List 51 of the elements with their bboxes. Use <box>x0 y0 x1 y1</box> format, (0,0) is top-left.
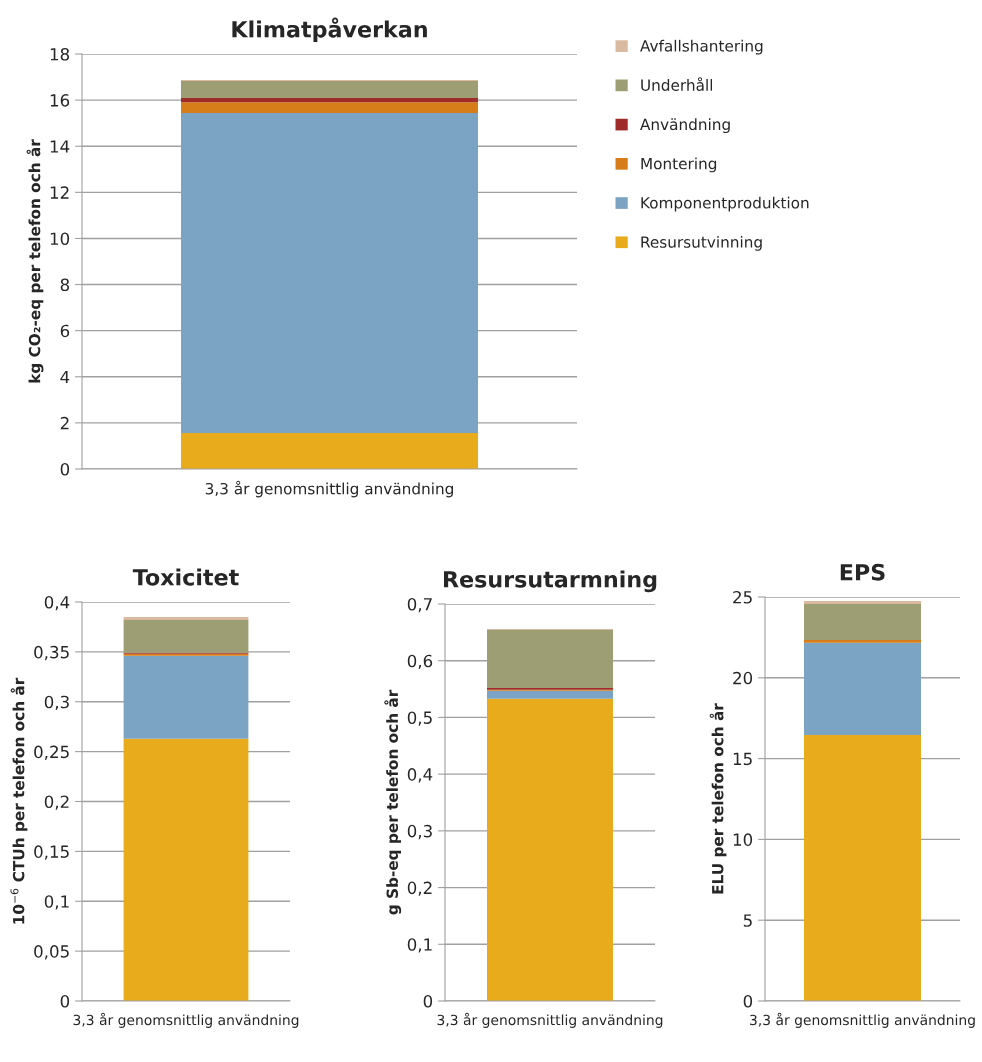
chart-title: Resursutarmning <box>443 570 657 593</box>
legend-label: Underhåll <box>641 77 713 91</box>
y-tick-label: 0,5 <box>407 711 432 726</box>
y-tick-label: 10 <box>733 833 753 846</box>
y-tick-label: 0,2 <box>44 795 69 810</box>
legend-label: Avfallshantering <box>640 39 763 55</box>
y-tick-label: 0,05 <box>34 945 69 960</box>
x-tick-label: 3,3 år genomsnittlig användning <box>205 480 453 498</box>
y-tick-label: 6 <box>60 324 70 338</box>
y-tick-label: 20 <box>733 671 753 685</box>
chart-title: Toxicitet <box>132 568 239 586</box>
y-tick-label: 4 <box>60 370 70 384</box>
legend-label: Montering <box>641 157 717 173</box>
y-tick-label: 0 <box>60 462 70 476</box>
y-tick-label: 0,3 <box>44 695 69 711</box>
y-tick-label: 0,7 <box>407 597 432 613</box>
y-tick-label: 0,1 <box>44 895 69 910</box>
y-tick-label: 0,6 <box>407 654 433 669</box>
x-tick-label: 3,3 år genomsnittlig användning <box>750 1012 975 1028</box>
y-tick-label: 0,3 <box>407 824 432 840</box>
y-tick-label: 14 <box>50 140 70 153</box>
y-tick-label: 0,35 <box>34 645 69 661</box>
y-axis-title: 10$^{−6}$ CTUh per telefon och år <box>10 677 28 924</box>
legend-label: Användning <box>640 118 730 134</box>
chart-title: EPS <box>840 563 885 581</box>
legend-label: Resursutvinning <box>641 235 762 251</box>
y-tick-label: 15 <box>733 752 752 766</box>
y-tick-label: 0,4 <box>44 595 70 611</box>
y-tick-label: 0,1 <box>407 938 432 953</box>
y-tick-label: 0,25 <box>34 745 69 760</box>
y-axis-title: kg CO₂-eq per telefon och år <box>26 139 44 383</box>
x-tick-label: 3,3 år genomsnittlig användning <box>73 1012 299 1028</box>
y-tick-label: 16 <box>50 94 70 107</box>
y-tick-label: 0 <box>60 994 70 1008</box>
y-axis-title: g Sb-eq per telefon och år <box>384 689 402 915</box>
y-tick-label: 18 <box>50 47 70 61</box>
y-tick-label: 2 <box>60 416 69 430</box>
y-tick-label: 8 <box>60 278 70 292</box>
y-tick-label: 0,15 <box>34 845 69 860</box>
y-tick-label: 10 <box>50 232 70 246</box>
y-tick-label: 0 <box>423 994 433 1008</box>
legend-label: Komponentproduktion <box>641 196 809 212</box>
x-tick-label: 3,3 år genomsnittlig användning <box>437 1012 663 1028</box>
y-tick-label: 0 <box>743 994 753 1008</box>
y-tick-label: 25 <box>733 590 752 604</box>
y-tick-label: 5 <box>743 914 752 927</box>
chart-title: Klimatpåverkan <box>232 17 427 42</box>
y-tick-label: 0,2 <box>407 881 432 896</box>
y-tick-label: 0,4 <box>407 768 433 783</box>
y-tick-label: 12 <box>50 186 69 199</box>
y-axis-title: ELU per telefon och år <box>709 703 727 894</box>
